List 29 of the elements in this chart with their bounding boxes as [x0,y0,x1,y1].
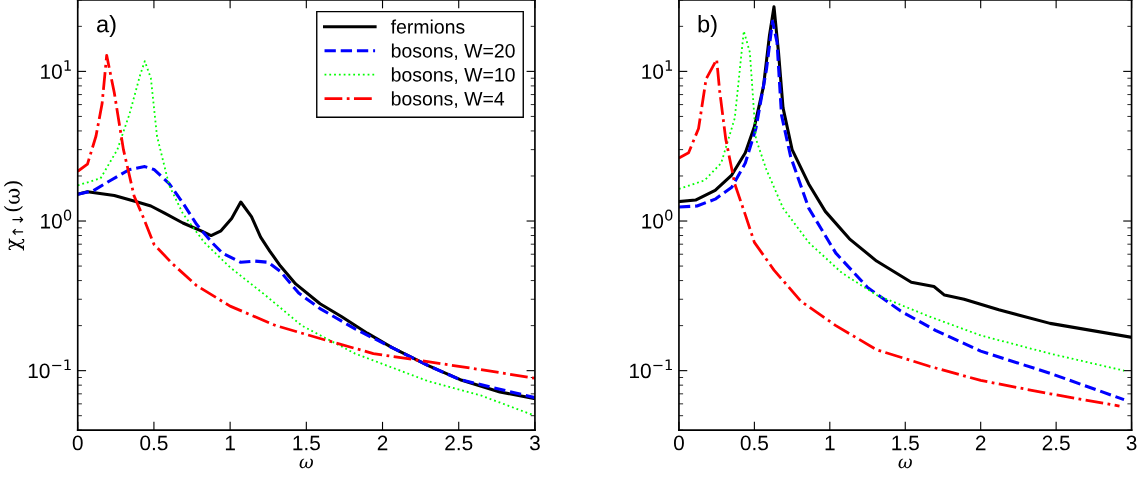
x-tick-label: 1.5 [293,435,320,451]
legend-label: bosons, W=10 [391,67,515,84]
x-tick-label: 2 [975,435,986,451]
x-tick-label: 1 [225,435,235,451]
legend-label: fermions [390,19,465,34]
annotation: a) [97,15,116,38]
x-tick-label: 3 [529,435,540,451]
y-axis-title: χ$_{↑↓}$(ω) [3,181,25,251]
x-tick-label: 0.5 [140,435,168,451]
x-tick-label: 2.5 [445,435,473,451]
x-axis-title: ω [299,458,313,469]
x-tick-label: 1 [825,435,835,451]
x-tick-label: 0 [72,435,83,451]
y-tick-label: 10$^{−1}$ [630,359,672,379]
x-tick-label: 1.5 [892,435,919,451]
y-tick-label: 10$^{1}$ [642,60,673,79]
legend-label: bosons, W=4 [391,91,505,108]
y-tick-label: 10$^{0}$ [41,209,72,229]
x-tick-label: 3 [1126,435,1137,451]
x-axis-title: ω [898,458,912,469]
y-tick-label: 10$^{0}$ [642,209,673,229]
annotation: b) [698,15,717,38]
x-tick-label: 0 [673,435,684,451]
x-tick-label: 2 [377,435,388,451]
x-tick-label: 2.5 [1042,435,1070,451]
legend-label: bosons, W=20 [391,43,515,60]
y-tick-label: 10$^{−1}$ [28,359,71,379]
y-tick-label: 10$^{1}$ [41,60,71,79]
x-tick-label: 0.5 [740,435,768,451]
